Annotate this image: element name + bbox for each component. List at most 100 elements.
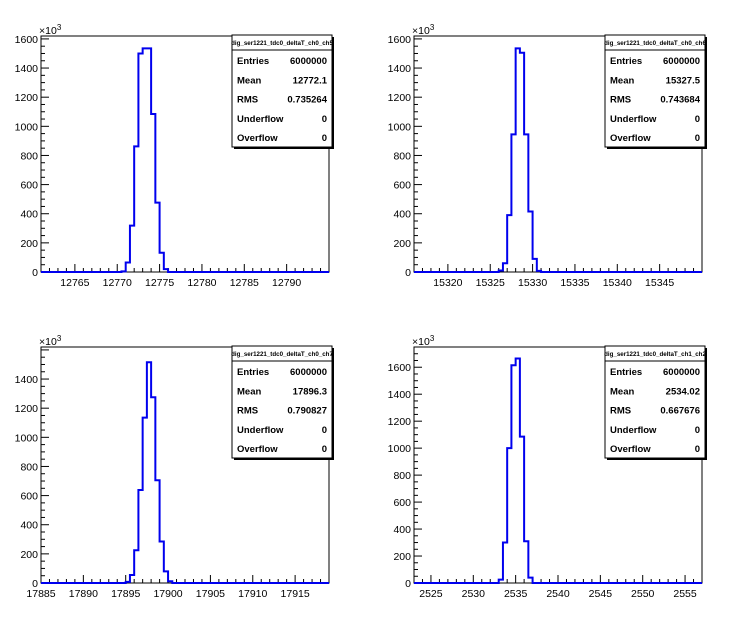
y-tick-label: 1400 [388, 63, 412, 75]
histogram-pad-3: 17885 17890 17895 17900 17905 17910 17915 0 200 4… [15, 334, 334, 600]
y-tick-label: 400 [393, 209, 411, 221]
stats-label: Underflow [610, 425, 657, 436]
x-tick-label: 17890 [69, 588, 98, 600]
x-tick-label: 17895 [111, 588, 140, 600]
stats-value: 6000000 [290, 56, 327, 67]
stats-value: 6000000 [663, 56, 700, 67]
stats-label: Underflow [610, 114, 657, 125]
y-tick-label: 200 [20, 549, 38, 561]
x-tick-label: 15320 [433, 277, 462, 289]
histogram-line [41, 361, 329, 584]
y-tick-label: 600 [393, 180, 411, 192]
y-tick-label: 800 [393, 150, 411, 162]
y-tick-label: 0 [405, 267, 411, 279]
stats-label: Mean [610, 386, 634, 397]
y-tick-label: 1000 [15, 432, 39, 444]
stats-label: RMS [610, 95, 631, 106]
stats-value: 6000000 [663, 367, 700, 378]
x-tick-label: 15345 [645, 277, 674, 289]
histogram-line [41, 47, 329, 273]
y-tick-label: 1000 [388, 443, 412, 455]
histogram-title: dig_ser1221_tdc0_deltaT_ch0_ch5 [231, 40, 333, 47]
x-tick-label: 2545 [589, 588, 613, 600]
stats-value: 17896.3 [293, 386, 327, 397]
y-tick-label: 1400 [15, 374, 39, 386]
y-tick-label: 1400 [388, 389, 412, 401]
stats-label: Overflow [237, 133, 278, 144]
y-tick-label: 1200 [15, 92, 39, 104]
y-tick-label: 0 [32, 578, 38, 590]
stats-value: 0.743684 [660, 95, 700, 106]
y-tick-label: 400 [20, 520, 38, 532]
x-tick-label: 12785 [230, 277, 259, 289]
stats-value: 0 [322, 114, 327, 125]
stats-label: Mean [237, 386, 261, 397]
x-tick-label: 12790 [272, 277, 301, 289]
y-tick-label: 1400 [15, 63, 39, 75]
x-tick-label: 2535 [504, 588, 528, 600]
y-tick-label: 600 [393, 497, 411, 509]
y-tick-label: 800 [20, 150, 38, 162]
x-tick-label: 15325 [476, 277, 505, 289]
stats-value: 0 [695, 133, 700, 144]
stats-label: Mean [610, 75, 634, 86]
x-tick-label: 15340 [603, 277, 632, 289]
stats-value: 0 [322, 133, 327, 144]
y-tick-label: 800 [20, 461, 38, 473]
stats-value: 6000000 [290, 367, 327, 378]
stats-value: 12772.1 [293, 75, 328, 86]
axis-scale-label: ×103 [412, 23, 435, 37]
stats-label: RMS [237, 95, 258, 106]
stats-label: Entries [610, 367, 642, 378]
histogram-pad-1: 12765 12770 12775 12780 12785 12790 0 200 400 600… [15, 23, 334, 289]
histogram-line [414, 47, 702, 273]
y-tick-label: 400 [20, 209, 38, 221]
stats-label: Entries [610, 56, 642, 67]
stats-box [604, 345, 706, 459]
stats-label: Overflow [237, 444, 278, 455]
y-tick-label: 0 [32, 267, 38, 279]
stats-label: Underflow [237, 114, 284, 125]
y-tick-label: 400 [393, 524, 411, 536]
histogram-pad-2: 15320 15325 15330 15335 15340 15345 0 200 400 600… [388, 23, 707, 289]
x-tick-label: 12775 [145, 277, 174, 289]
stats-value: 0 [695, 114, 700, 125]
y-tick-label: 1200 [388, 92, 412, 104]
stats-label: Entries [237, 56, 269, 67]
x-tick-label: 2525 [419, 588, 443, 600]
x-tick-label: 2540 [546, 588, 570, 600]
x-tick-label: 15335 [560, 277, 589, 289]
y-tick-label: 1000 [388, 121, 412, 133]
stats-value: 0.790827 [287, 406, 327, 417]
x-tick-label: 17905 [196, 588, 225, 600]
x-tick-label: 12770 [103, 277, 132, 289]
stats-label: Mean [237, 75, 261, 86]
stats-box [231, 345, 333, 459]
x-tick-label: 15330 [518, 277, 547, 289]
y-tick-label: 1600 [15, 34, 39, 46]
histogram-pad-4: 2525 2530 2535 2540 2545 2550 2555 0 200 400 600 80… [388, 334, 707, 600]
stats-value: 0 [322, 425, 327, 436]
stats-box [604, 34, 706, 148]
y-tick-label: 200 [393, 551, 411, 563]
stats-label: RMS [610, 406, 631, 417]
y-tick-label: 1600 [388, 34, 412, 46]
stats-value: 2534.02 [666, 386, 700, 397]
stats-label: Underflow [237, 425, 284, 436]
stats-value: 0.667676 [660, 406, 700, 417]
stats-value: 0 [695, 425, 700, 436]
stats-value: 15327.5 [666, 75, 701, 86]
stats-value: 0 [695, 444, 700, 455]
histogram-line [414, 357, 702, 584]
x-tick-label: 12765 [60, 277, 89, 289]
histogram-title: dig_ser1221_tdc0_deltaT_ch1_ch2 [604, 351, 706, 358]
stats-label: Entries [237, 367, 269, 378]
axis-scale-label: ×103 [39, 23, 62, 37]
y-tick-label: 1200 [15, 403, 39, 415]
stats-label: Overflow [610, 444, 651, 455]
x-tick-label: 12780 [187, 277, 216, 289]
axis-scale-label: ×103 [412, 334, 435, 348]
stats-box [231, 34, 333, 148]
histogram-title: dig_ser1221_tdc0_deltaT_ch0_ch6 [604, 40, 706, 47]
